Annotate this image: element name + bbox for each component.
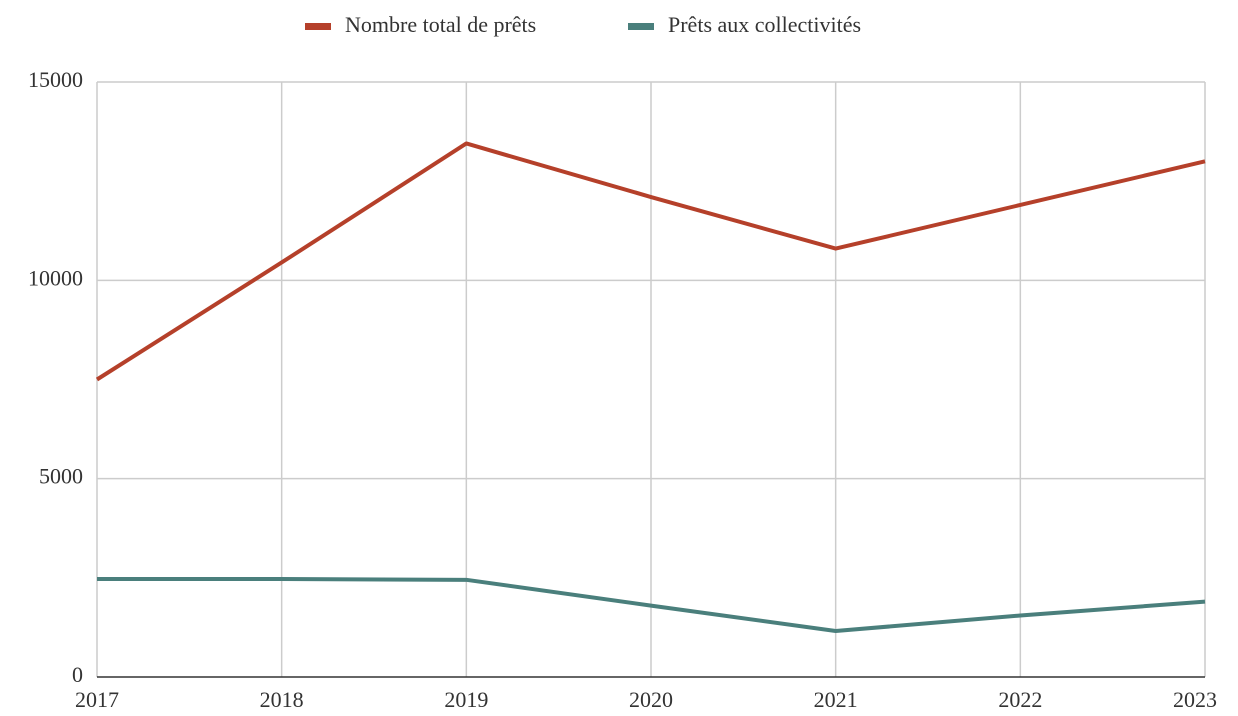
x-tick-label: 2020 bbox=[629, 687, 673, 712]
x-tick-label: 2017 bbox=[75, 687, 119, 712]
line-series bbox=[95, 141, 1206, 382]
legend-swatch bbox=[628, 23, 654, 30]
y-tick-label: 5000 bbox=[39, 464, 83, 489]
y-tick-label: 0 bbox=[72, 662, 83, 687]
legend-swatch bbox=[305, 23, 331, 30]
legend-label: Prêts aux collectivités bbox=[668, 12, 861, 37]
x-tick-label: 2022 bbox=[998, 687, 1042, 712]
y-tick-label: 10000 bbox=[28, 265, 83, 290]
legend-label: Nombre total de prêts bbox=[345, 12, 536, 37]
x-tick-label: 2019 bbox=[444, 687, 488, 712]
y-tick-label: 15000 bbox=[28, 67, 83, 92]
x-tick-label: 2018 bbox=[260, 687, 304, 712]
line-series bbox=[97, 577, 1206, 633]
x-tick-label: 2023 bbox=[1173, 687, 1217, 712]
x-tick-label: 2021 bbox=[814, 687, 858, 712]
